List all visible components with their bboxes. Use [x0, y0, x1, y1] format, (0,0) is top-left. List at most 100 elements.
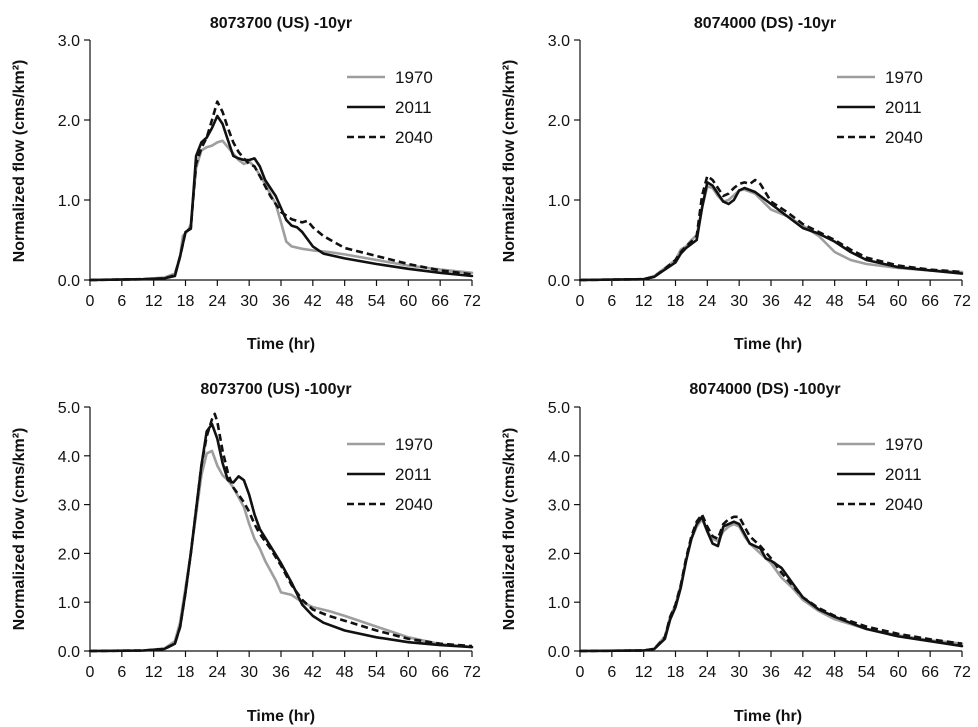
x-tick-label: 60	[889, 293, 907, 310]
legend-label: 2040	[395, 495, 433, 514]
x-tick-label: 48	[336, 664, 354, 681]
x-tick-label: 36	[762, 664, 780, 681]
x-tick-label: 48	[336, 293, 354, 310]
x-tick-label: 36	[762, 293, 780, 310]
legend-label: 1970	[395, 435, 433, 454]
x-tick-label: 24	[208, 293, 226, 310]
y-axis-title: Normalized flow (cms/km²)	[501, 60, 518, 263]
x-tick-label: 30	[730, 293, 748, 310]
y-tick-label: 4.0	[548, 449, 570, 466]
y-tick-label: 5.0	[58, 400, 80, 417]
x-tick-label: 0	[86, 664, 95, 681]
x-tick-label: 66	[431, 293, 449, 310]
x-axis-title: Time (hr)	[247, 336, 315, 353]
chart-panel-ds-100yr: 8074000 (DS) -100yr Time (hr) Normalized…	[501, 381, 971, 725]
x-tick-label: 18	[177, 664, 195, 681]
series-line-2040	[579, 174, 963, 282]
x-tick-label: 30	[730, 664, 748, 681]
x-tick-label: 72	[463, 293, 481, 310]
y-tick-label: 2.0	[548, 113, 570, 130]
x-tick-label: 0	[576, 664, 585, 681]
x-tick-label: 72	[463, 664, 481, 681]
x-axis-title: Time (hr)	[734, 336, 802, 353]
y-tick-label: 3.0	[58, 498, 80, 515]
legend-label: 2011	[395, 98, 432, 117]
x-tick-label: 42	[304, 293, 322, 310]
y-tick-label: 1.0	[58, 193, 80, 210]
series-line-2011	[88, 422, 474, 653]
chart-title: 8074000 (DS) -10yr	[694, 15, 836, 32]
x-tick-label: 54	[368, 664, 386, 681]
y-tick-label: 0.0	[548, 644, 570, 661]
x-tick-label: 0	[576, 293, 585, 310]
x-axis-title: Time (hr)	[247, 708, 315, 725]
x-axis-title: Time (hr)	[734, 708, 802, 725]
legend-label: 2040	[885, 495, 923, 514]
x-tick-label: 12	[145, 664, 163, 681]
x-tick-label: 42	[304, 664, 322, 681]
x-tick-label: 24	[698, 664, 716, 681]
x-tick-label: 48	[826, 664, 844, 681]
x-tick-label: 72	[953, 293, 971, 310]
x-tick-label: 54	[858, 664, 876, 681]
chart-title: 8073700 (US) -10yr	[210, 15, 352, 32]
series-line-1970	[578, 185, 964, 282]
chart-title: 8073700 (US) -100yr	[200, 381, 351, 398]
chart-panel-us-10yr: 8073700 (US) -10yr Time (hr) Normalized …	[11, 15, 481, 353]
y-tick-label: 5.0	[548, 400, 570, 417]
x-tick-label: 24	[208, 664, 226, 681]
x-tick-label: 42	[794, 664, 812, 681]
legend-label: 2040	[395, 128, 433, 147]
series-line-2011	[578, 181, 964, 282]
y-tick-label: 0.0	[58, 644, 80, 661]
y-axis-title: Normalized flow (cms/km²)	[11, 428, 28, 631]
x-tick-label: 66	[921, 664, 939, 681]
x-tick-label: 6	[117, 293, 126, 310]
y-axis-title: Normalized flow (cms/km²)	[501, 428, 518, 631]
legend-label: 2011	[885, 465, 922, 484]
series-line-2040	[89, 412, 473, 653]
y-tick-label: 2.0	[58, 546, 80, 563]
x-tick-label: 12	[635, 293, 653, 310]
x-tick-label: 12	[635, 664, 653, 681]
series-line-2011	[578, 515, 964, 653]
x-tick-label: 30	[240, 664, 258, 681]
x-tick-label: 48	[826, 293, 844, 310]
series-line-2040	[579, 513, 963, 653]
x-tick-label: 36	[272, 293, 290, 310]
x-tick-label: 66	[921, 293, 939, 310]
y-tick-label: 2.0	[548, 546, 570, 563]
y-tick-label: 0.0	[548, 273, 570, 290]
chart-panel-ds-10yr: 8074000 (DS) -10yr Time (hr) Normalized …	[501, 15, 971, 353]
x-tick-label: 42	[794, 293, 812, 310]
x-tick-label: 18	[177, 293, 195, 310]
x-tick-label: 12	[145, 293, 163, 310]
x-tick-label: 6	[607, 293, 616, 310]
y-tick-label: 4.0	[58, 449, 80, 466]
x-tick-label: 6	[607, 664, 616, 681]
x-tick-label: 54	[858, 293, 876, 310]
y-tick-label: 1.0	[58, 595, 80, 612]
legend-label: 2040	[885, 128, 923, 147]
x-tick-label: 24	[698, 293, 716, 310]
legend-label: 1970	[885, 435, 923, 454]
x-tick-label: 36	[272, 664, 290, 681]
x-tick-label: 60	[889, 664, 907, 681]
x-tick-label: 18	[667, 664, 685, 681]
legend-label: 1970	[885, 68, 923, 87]
series-line-2040	[89, 100, 473, 282]
x-tick-label: 30	[240, 293, 258, 310]
y-tick-label: 1.0	[548, 595, 570, 612]
x-tick-label: 66	[431, 664, 449, 681]
legend-label: 1970	[395, 68, 433, 87]
x-tick-label: 54	[368, 293, 386, 310]
chart-title: 8074000 (DS) -100yr	[689, 381, 840, 398]
x-tick-label: 72	[953, 664, 971, 681]
y-tick-label: 3.0	[548, 498, 570, 515]
x-tick-label: 60	[399, 664, 417, 681]
legend-label: 2011	[395, 465, 432, 484]
y-tick-label: 2.0	[58, 113, 80, 130]
x-tick-label: 0	[86, 293, 95, 310]
